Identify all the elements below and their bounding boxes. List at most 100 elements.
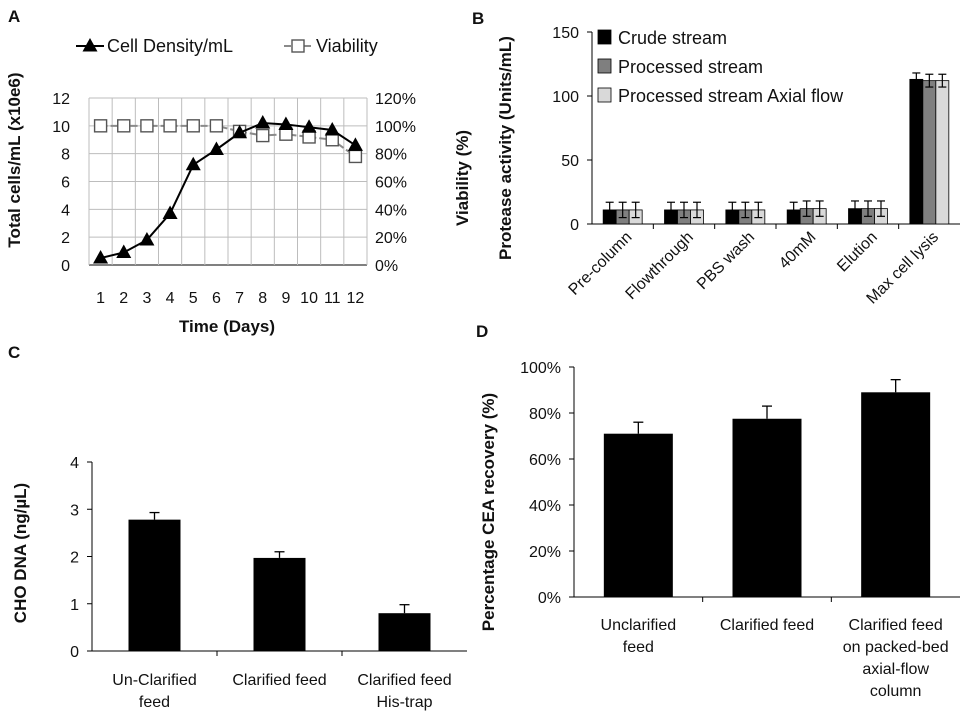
panel-c-category-label-line-0: Un-Clarified	[112, 672, 196, 689]
panel-a-viability-point	[93, 119, 108, 133]
panel-d-bar	[732, 418, 802, 597]
panel-a-y-tick-label: 12	[52, 91, 70, 108]
panel-c-category-label-line-0: Clarified feed	[357, 672, 451, 689]
panel-a-cell-density-point	[255, 115, 271, 129]
panel-c-y-tick-label: 4	[70, 455, 79, 472]
panel-c-y-tick-label: 2	[70, 550, 79, 567]
panel-b-bar	[909, 78, 924, 225]
panel-a-viability-point	[348, 149, 363, 164]
panel-a-y-axis-title: Total cells/mL (x10e6)	[5, 72, 24, 247]
panel-a-x-tick-label: 12	[347, 290, 365, 307]
panel-c-y-tick-label: 0	[70, 644, 79, 661]
panel-d-y-tick-label: 80%	[529, 406, 561, 423]
panel-a-x-tick-label: 11	[324, 290, 341, 307]
panel-c-bar	[128, 519, 181, 651]
panel-d-category-label-line-3: column	[870, 683, 922, 700]
panel-c-bar	[253, 557, 306, 651]
panel-c-bar-chart: 0 1 2 3 4 Un-Clarified feed Clarified feed Clari…	[70, 455, 467, 711]
panel-a-y2-tick-label: 60%	[375, 175, 407, 192]
panel-b-y-tick-label: 0	[570, 217, 579, 234]
panel-a-x-tick-label: 4	[166, 290, 175, 307]
panel-a-cell-density-point	[347, 137, 363, 151]
panel-d-y-tick-label: 40%	[529, 498, 561, 515]
panel-a-legend-viability-label: Viability	[316, 36, 378, 56]
panel-a-y2-tick-label: 40%	[375, 202, 407, 219]
panel-b-legend-swatch	[597, 87, 612, 103]
panel-a-viability-point	[256, 128, 270, 143]
panel-label-a: A	[8, 7, 20, 26]
panel-a-x-tick-label: 6	[212, 290, 221, 307]
panel-d-category-label-line-2: axial-flow	[862, 661, 929, 678]
panel-a-x-tick-label: 10	[300, 290, 318, 307]
panel-b-category-label: 40mM	[776, 229, 819, 272]
panel-d-category-label-line-0: Clarified feed	[849, 617, 943, 634]
panel-d-y-tick-label: 100%	[520, 360, 561, 377]
panel-b-legend-label: Processed stream	[618, 57, 763, 77]
panel-a-legend-viability-marker	[291, 39, 305, 53]
panel-a-viability-point	[117, 119, 131, 133]
panel-a-viability-point	[163, 119, 177, 133]
panel-a-cell-density-point	[185, 156, 201, 171]
panel-label-d: D	[476, 322, 488, 341]
panel-a-y2-tick-label: 100%	[375, 119, 416, 136]
panel-a-x-tick-label: 2	[119, 290, 128, 307]
panel-a-y-tick-label: 2	[61, 230, 70, 247]
panel-a-viability-point	[325, 133, 339, 147]
panel-a-y2-tick-label: 120%	[375, 91, 416, 108]
panel-a-y2-tick-label: 0%	[375, 258, 398, 275]
panel-label-c: C	[8, 343, 20, 362]
panel-a-y2-axis-title: Viability (%)	[453, 130, 472, 226]
panel-b-legend-swatch	[597, 58, 612, 74]
panel-d-y-axis-title: Percentage CEA recovery (%)	[479, 393, 498, 631]
panel-d-category-label-line-1: feed	[623, 639, 654, 656]
panel-b-category-label: Elution	[834, 229, 881, 276]
panel-a-cell-density-point	[278, 116, 294, 130]
panel-c-y-axis-title: CHO DNA (ng/µL)	[11, 483, 30, 623]
panel-c-category-label-line-1: feed	[139, 694, 170, 711]
panel-label-b: B	[472, 9, 484, 28]
panel-a-x-tick-label: 3	[142, 290, 151, 307]
panel-a-y2-tick-label: 80%	[375, 147, 407, 164]
panel-a-viability-point	[186, 119, 200, 133]
panel-a-cell-density-point	[301, 119, 317, 133]
panel-b-legend-label: Crude stream	[618, 28, 727, 48]
panel-b-y-tick-label: 50	[561, 153, 579, 170]
panel-d-y-tick-label: 20%	[529, 544, 561, 561]
panel-d-y-tick-label: 60%	[529, 452, 561, 469]
panel-a-legend-cell-density-label: Cell Density/mL	[107, 36, 233, 56]
panel-d-y-tick-label: 0%	[538, 590, 561, 607]
panel-b-y-axis-title: Protease activity (Units/mL)	[496, 36, 515, 260]
panel-d-bar	[603, 433, 673, 597]
panel-a-cell-density-point	[208, 141, 224, 155]
panel-a-cell-density-point	[162, 205, 178, 220]
panel-a-cell-density-point	[116, 244, 132, 258]
panel-a-x-tick-label: 8	[258, 290, 267, 307]
panel-b-bar	[922, 80, 937, 225]
panel-a-x-tick-label: 5	[189, 290, 198, 307]
panel-a-viability-point	[279, 127, 293, 141]
panel-d-category-label-line-0: Unclarified	[601, 617, 677, 634]
panel-a-y2-tick-label: 20%	[375, 230, 407, 247]
panel-a-cell-density-point	[324, 122, 340, 136]
panel-a-cell-density-point	[139, 231, 155, 246]
panel-a-y-tick-label: 0	[61, 258, 70, 275]
panel-b-legend-label: Processed stream Axial flow	[618, 86, 844, 106]
panel-a-y-tick-label: 4	[61, 202, 70, 219]
panel-a-viability-point	[140, 119, 154, 133]
panel-a-cell-density-point	[232, 124, 248, 139]
panel-b-category-label: PBS wash	[694, 229, 758, 293]
panel-d-category-label-line-0: Clarified feed	[720, 617, 814, 634]
panel-a-x-tick-label: 1	[96, 290, 105, 307]
panel-c-y-tick-label: 3	[70, 502, 79, 519]
panel-a-legend-cell-density-marker	[82, 38, 98, 52]
panel-d-bar	[861, 392, 931, 597]
panel-a-y-tick-label: 6	[61, 175, 70, 192]
panel-c-category-label-line-0: Clarified feed	[232, 672, 326, 689]
panel-b-legend-swatch	[597, 29, 612, 45]
panel-c-y-tick-label: 1	[70, 597, 79, 614]
panel-a-cell-density-point	[93, 250, 109, 264]
panel-a-viability-point	[209, 119, 224, 133]
panel-c-category-label-line-1: His-trap	[376, 694, 432, 711]
